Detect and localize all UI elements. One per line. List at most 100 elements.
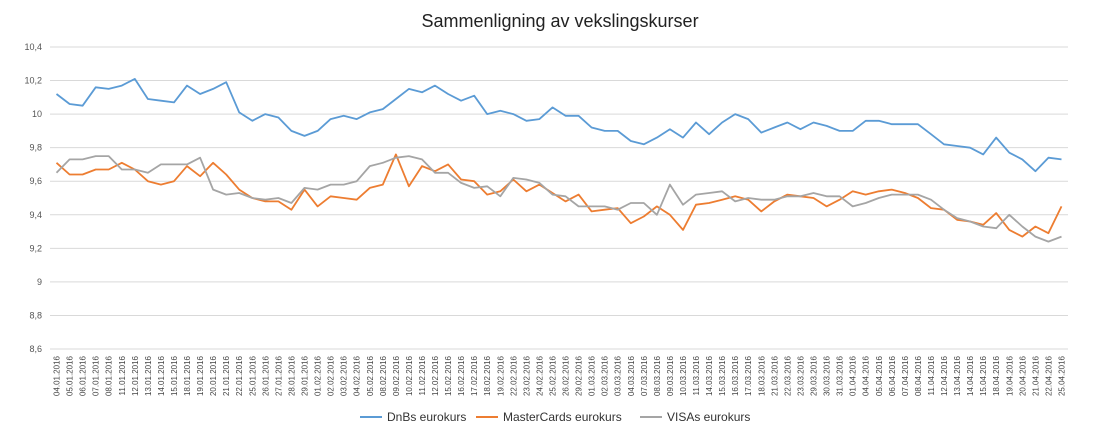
x-tick-label: 07.01.2016 [92, 355, 101, 396]
x-tick-label: 08.03.2016 [653, 355, 662, 396]
y-tick-label: 8,6 [29, 344, 42, 354]
x-tick-label: 08.02.2016 [379, 355, 388, 396]
x-tick-label: 16.02.2016 [457, 355, 466, 396]
chart-title: Sammenligning av vekslingskurser [421, 11, 698, 31]
x-tick-label: 22.02.2016 [509, 355, 518, 396]
x-tick-label: 26.01.2016 [261, 355, 270, 396]
x-tick-label: 15.04.2016 [979, 355, 988, 396]
x-tick-label: 07.03.2016 [640, 355, 649, 396]
x-tick-label: 25.01.2016 [248, 355, 257, 396]
x-tick-label: 13.01.2016 [144, 355, 153, 396]
y-tick-label: 9,8 [29, 143, 42, 153]
x-tick-label: 29.02.2016 [575, 355, 584, 396]
series-line [55, 153, 1063, 238]
series-line [55, 155, 1062, 243]
x-tick-label: 30.03.2016 [823, 355, 832, 396]
x-tick-label: 01.04.2016 [849, 355, 858, 396]
x-tick-label: 08.01.2016 [105, 355, 114, 396]
x-tick-label: 06.04.2016 [888, 355, 897, 396]
x-tick-label: 18.04.2016 [992, 355, 1001, 396]
x-tick-label: 19.01.2016 [196, 355, 205, 396]
x-tick-label: 14.01.2016 [157, 355, 166, 396]
x-tick-label: 15.03.2016 [718, 355, 727, 396]
x-tick-label: 25.02.2016 [548, 355, 557, 396]
x-tick-label: 21.01.2016 [222, 355, 231, 396]
legend-label: MasterCards eurokurs [503, 410, 622, 424]
x-tick-label: 09.02.2016 [392, 355, 401, 396]
x-tick-label: 20.01.2016 [209, 355, 218, 396]
y-tick-label: 9 [37, 277, 42, 287]
x-tick-label: 07.04.2016 [901, 355, 910, 396]
x-tick-label: 01.03.2016 [588, 355, 597, 396]
x-tick-label: 17.03.2016 [744, 355, 753, 396]
x-tick-label: 25.04.2016 [1057, 355, 1066, 396]
x-tick-label: 03.03.2016 [614, 355, 623, 396]
x-tick-label: 11.04.2016 [927, 355, 936, 395]
x-tick-label: 04.02.2016 [353, 355, 362, 396]
x-tick-label: 05.01.2016 [66, 355, 75, 396]
x-tick-label: 21.04.2016 [1031, 355, 1040, 396]
y-tick-label: 10 [32, 109, 42, 119]
x-tick-label: 23.03.2016 [796, 355, 805, 396]
y-tick-label: 9,2 [29, 243, 42, 253]
series-lines [55, 78, 1063, 243]
x-tick-label: 18.01.2016 [183, 355, 192, 396]
x-tick-label: 02.02.2016 [327, 355, 336, 396]
legend-label: VISAs eurokurs [667, 410, 750, 424]
x-tick-label: 05.02.2016 [366, 355, 375, 396]
x-tick-label: 31.03.2016 [836, 355, 845, 396]
x-tick-label: 24.02.2016 [535, 355, 544, 396]
x-tick-label: 01.02.2016 [314, 355, 323, 396]
x-tick-label: 04.01.2016 [53, 355, 62, 396]
x-tick-label: 15.01.2016 [170, 355, 179, 396]
x-tick-label: 05.04.2016 [875, 355, 884, 396]
x-tick-label: 22.03.2016 [783, 355, 792, 396]
x-tick-label: 12.04.2016 [940, 355, 949, 396]
x-tick-label: 11.01.2016 [118, 355, 127, 395]
x-axis-ticks: 04.01.2016 05.01.2016 06.01.2016 07.01.2016… [53, 355, 1067, 396]
x-tick-label: 20.04.2016 [1018, 355, 1027, 396]
x-tick-label: 26.02.2016 [562, 355, 571, 396]
x-tick-label: 19.02.2016 [496, 355, 505, 396]
x-tick-label: 18.03.2016 [757, 355, 766, 396]
y-tick-label: 9,6 [29, 176, 42, 186]
x-tick-label: 09.03.2016 [666, 355, 675, 396]
x-tick-label: 08.04.2016 [914, 355, 923, 396]
x-tick-label: 16.03.2016 [731, 355, 740, 396]
x-tick-label: 14.03.2016 [705, 355, 714, 396]
x-tick-label: 14.04.2016 [966, 355, 975, 396]
x-tick-label: 06.01.2016 [79, 355, 88, 396]
y-tick-label: 10,4 [24, 42, 42, 52]
x-tick-label: 23.02.2016 [522, 355, 531, 396]
y-tick-label: 9,4 [29, 210, 42, 220]
x-tick-label: 11.03.2016 [692, 355, 701, 395]
x-tick-label: 13.04.2016 [953, 355, 962, 396]
x-tick-label: 12.01.2016 [131, 355, 140, 396]
x-tick-label: 22.04.2016 [1044, 355, 1053, 396]
y-axis-ticks: 8,6 8,8 9 9,2 9,4 9,6 9,8 10 10,2 10,4 [24, 42, 42, 354]
gridlines [50, 46, 1068, 350]
x-tick-label: 11.02.2016 [418, 355, 427, 395]
x-tick-label: 12.02.2016 [431, 355, 440, 396]
x-tick-label: 19.04.2016 [1005, 355, 1014, 396]
x-tick-label: 18.02.2016 [483, 355, 492, 396]
x-tick-label: 28.01.2016 [287, 355, 296, 396]
x-tick-label: 02.03.2016 [601, 355, 610, 396]
x-tick-label: 17.02.2016 [470, 355, 479, 396]
x-tick-label: 21.03.2016 [770, 355, 779, 396]
x-tick-label: 04.04.2016 [862, 355, 871, 396]
y-tick-label: 8,8 [29, 310, 42, 320]
x-tick-label: 10.02.2016 [405, 355, 414, 396]
y-tick-label: 10,2 [24, 76, 42, 86]
x-tick-label: 15.02.2016 [444, 355, 453, 396]
legend-label: DnBs eurokurs [387, 410, 466, 424]
x-tick-label: 03.02.2016 [340, 355, 349, 396]
x-tick-label: 22.01.2016 [235, 355, 244, 396]
x-tick-label: 04.03.2016 [627, 355, 636, 396]
x-tick-label: 29.03.2016 [810, 355, 819, 396]
series-line [55, 78, 1062, 173]
x-tick-label: 27.01.2016 [274, 355, 283, 396]
x-tick-label: 10.03.2016 [679, 355, 688, 396]
legend: DnBs eurokurs MasterCards eurokurs VISAs e… [360, 410, 750, 424]
